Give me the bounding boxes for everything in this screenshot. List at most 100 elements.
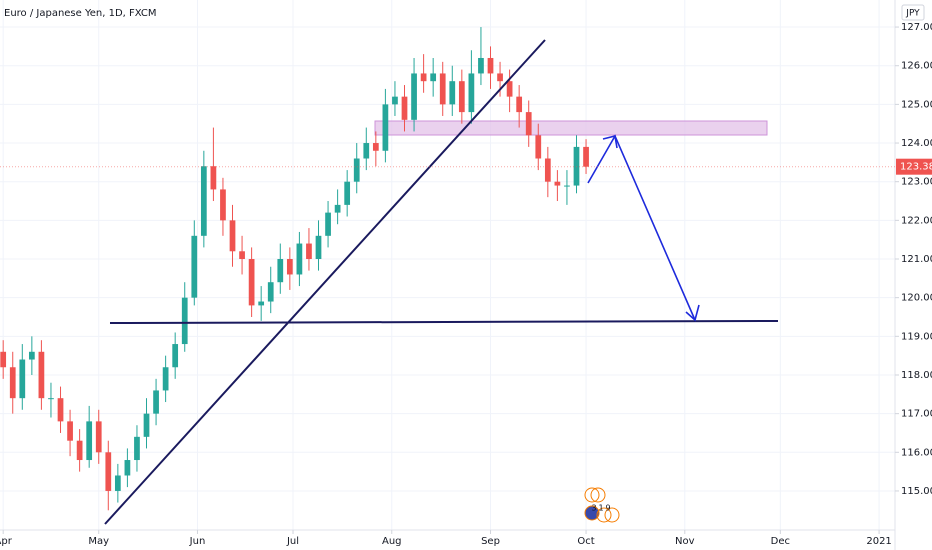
candle-body [229,220,236,252]
y-tick-label: 123.000 [901,177,932,188]
arrow-heads [602,135,700,322]
candle-body [583,146,589,167]
candle-body [105,452,112,491]
candle-body [200,166,207,236]
candle-body [458,81,465,113]
candle-body [401,96,408,120]
y-tick-label: 124.000 [901,138,932,149]
candle-body [487,57,494,74]
y-tick-label: 117.000 [901,409,932,420]
event-icon [596,507,612,523]
y-tick-label: 115.000 [901,486,932,497]
y-tick-label: 126.000 [901,61,932,72]
candle-body [544,158,551,182]
candle-body [296,243,303,275]
candle-body [143,413,150,437]
x-tick-label: Jun [189,536,206,547]
candle-body [114,475,121,491]
candle-body [191,235,198,298]
event-icon [590,487,606,503]
currency-box [901,4,925,21]
candle-body [57,398,64,422]
candle-body [258,301,265,306]
x-tick-label: 2021 [866,536,891,547]
candle-body [48,398,54,400]
candle-body [306,243,312,260]
candle-body [468,73,475,113]
candle-body [86,421,93,461]
axes: 115.000 116.000 117.000 118.000 119.000 120.0… [0,22,932,547]
candles [0,27,589,511]
last-price-label: 123.388 [900,162,932,173]
x-tick-label: Jul [286,536,299,547]
y-tick-label: 118.000 [901,370,932,381]
x-tick-label: Aug [382,536,402,547]
x-tick-label: Dec [771,536,790,547]
x-tick-label: Sep [481,536,500,547]
y-tick-label: 116.000 [901,447,932,458]
candle-body [564,185,570,187]
candle-body [28,351,35,360]
event-icon [584,487,600,503]
y-tick-label: 122.000 [901,215,932,226]
resistance-zone [374,120,768,136]
candle-body [430,73,437,82]
candle-body [420,73,427,82]
candle-body [210,166,217,190]
event-icon [584,505,600,521]
candle-body [315,235,322,260]
y-tick-label: 120.000 [901,293,932,304]
y-tick-label: 121.000 [901,254,932,265]
candle-body [344,181,351,205]
candle-body [439,73,446,105]
y-tick-label: 125.000 [901,99,932,110]
candle-body [554,181,561,186]
last-price-box [896,158,932,175]
candle-body [286,259,293,275]
candle-body [363,143,370,159]
event-label: 1 [598,504,603,513]
y-tick-label: 127.000 [901,22,932,33]
x-tick-label: May [88,536,109,547]
event-label: 9 [605,504,610,513]
candle-body [497,73,503,82]
candle-body [9,367,16,399]
currency: JPY [905,9,920,19]
y-tick-label: 119.000 [901,331,932,342]
candle-body [162,367,169,391]
candle-body [76,440,83,461]
candle-body [19,359,26,399]
candle-body [267,282,274,302]
candle-body [506,81,513,97]
candle-body [353,158,360,182]
candle-body [277,259,284,283]
candle-body [38,351,45,399]
event-label: 3 [591,504,596,513]
candle-body [134,436,140,461]
candle-body [95,421,102,453]
candle-body [372,143,379,151]
candle-body [478,57,484,74]
candle-body [411,73,417,120]
chart-title: Euro / Japanese Yen, 1D, FXCM [4,8,157,19]
candle-body [124,460,131,476]
event-icon [604,507,620,523]
candle-body [239,251,245,260]
candle-body [516,96,523,113]
candle-body [248,259,255,306]
candle-body [525,112,532,136]
grid [0,0,895,530]
support-line [109,320,779,324]
candle-body [449,81,456,105]
candle-body [172,344,179,368]
candle-body [535,135,542,159]
x-tick-label: Nov [675,536,695,547]
candle-body [220,189,226,221]
candle-body [392,96,398,105]
x-tick-label: Oct [577,536,594,547]
candle-body [153,390,159,414]
candle-body [325,212,331,236]
